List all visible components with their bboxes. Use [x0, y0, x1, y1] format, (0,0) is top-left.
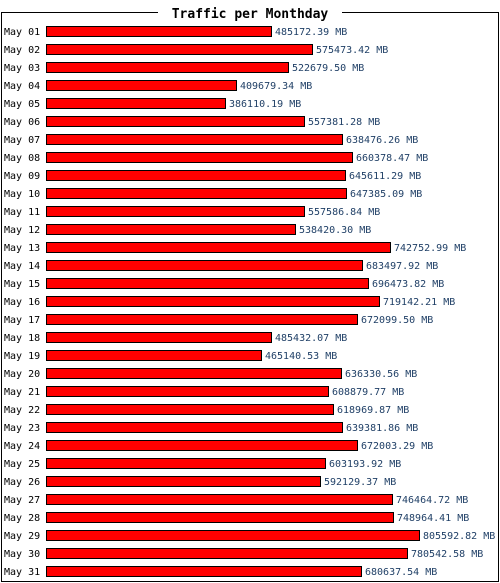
category-label: May 31	[4, 567, 40, 578]
bar	[46, 440, 358, 451]
bar	[46, 188, 347, 199]
category-label: May 29	[4, 531, 40, 542]
category-label: May 15	[4, 279, 40, 290]
bar	[46, 62, 289, 73]
bar	[46, 386, 329, 397]
category-label: May 08	[4, 153, 40, 164]
category-label: May 18	[4, 333, 40, 344]
category-label: May 03	[4, 63, 40, 74]
bar	[46, 278, 369, 289]
bar	[46, 350, 262, 361]
value-label: 742752.99 MB	[394, 243, 466, 254]
value-label: 660378.47 MB	[356, 153, 428, 164]
chart-title: Traffic per Monthday	[172, 7, 329, 22]
category-label: May 23	[4, 423, 40, 434]
value-label: 465140.53 MB	[265, 351, 337, 362]
category-label: May 13	[4, 243, 40, 254]
category-label: May 02	[4, 45, 40, 56]
bar	[46, 530, 420, 541]
value-label: 683497.92 MB	[366, 261, 438, 272]
bar	[46, 116, 305, 127]
value-label: 638476.26 MB	[346, 135, 418, 146]
value-label: 639381.86 MB	[346, 423, 418, 434]
category-label: May 26	[4, 477, 40, 488]
category-label: May 07	[4, 135, 40, 146]
category-label: May 21	[4, 387, 40, 398]
category-label: May 19	[4, 351, 40, 362]
category-label: May 11	[4, 207, 40, 218]
value-label: 805592.82 MB	[423, 531, 495, 542]
value-label: 780542.58 MB	[411, 549, 483, 560]
bar	[46, 296, 380, 307]
value-label: 647385.09 MB	[350, 189, 422, 200]
bar	[46, 242, 391, 253]
value-label: 696473.82 MB	[372, 279, 444, 290]
bar	[46, 224, 296, 235]
bar	[46, 80, 237, 91]
value-label: 522679.50 MB	[292, 63, 364, 74]
category-label: May 20	[4, 369, 40, 380]
bars-group: May 01 485172.39 MB May 02 575473.42 MB May …	[4, 26, 495, 578]
value-label: 485432.07 MB	[275, 333, 347, 344]
category-label: May 25	[4, 459, 40, 470]
category-label: May 28	[4, 513, 40, 524]
title-background	[158, 4, 342, 22]
category-label: May 24	[4, 441, 40, 452]
value-label: 672003.29 MB	[361, 441, 433, 452]
value-label: 636330.56 MB	[345, 369, 417, 380]
value-label: 557381.28 MB	[308, 117, 380, 128]
value-label: 409679.34 MB	[240, 81, 312, 92]
value-label: 746464.72 MB	[396, 495, 468, 506]
category-label: May 06	[4, 117, 40, 128]
value-label: 575473.42 MB	[316, 45, 388, 56]
bar	[46, 260, 363, 271]
bar	[46, 170, 346, 181]
value-label: 672099.50 MB	[361, 315, 433, 326]
value-label: 557586.84 MB	[308, 207, 380, 218]
category-label: May 10	[4, 189, 40, 200]
value-label: 680637.54 MB	[365, 567, 437, 578]
category-label: May 27	[4, 495, 40, 506]
value-label: 538420.30 MB	[299, 225, 371, 236]
value-label: 592129.37 MB	[324, 477, 396, 488]
value-label: 618969.87 MB	[337, 405, 409, 416]
category-label: May 17	[4, 315, 40, 326]
bar	[46, 332, 272, 343]
value-label: 485172.39 MB	[275, 27, 347, 38]
value-label: 608879.77 MB	[332, 387, 404, 398]
category-label: May 01	[4, 27, 40, 38]
bar	[46, 26, 272, 37]
bar	[46, 134, 343, 145]
bar	[46, 566, 362, 577]
bar	[46, 548, 408, 559]
value-label: 719142.21 MB	[383, 297, 455, 308]
bar	[46, 314, 358, 325]
bar	[46, 512, 394, 523]
category-label: May 04	[4, 81, 40, 92]
category-label: May 16	[4, 297, 40, 308]
bar	[46, 98, 226, 109]
bar	[46, 494, 393, 505]
bar	[46, 152, 353, 163]
bar	[46, 422, 343, 433]
bar	[46, 44, 313, 55]
category-label: May 22	[4, 405, 40, 416]
bar	[46, 206, 305, 217]
value-label: 386110.19 MB	[229, 99, 301, 110]
category-label: May 05	[4, 99, 40, 110]
category-label: May 30	[4, 549, 40, 560]
bar	[46, 476, 321, 487]
category-label: May 09	[4, 171, 40, 182]
value-label: 645611.29 MB	[349, 171, 421, 182]
category-label: May 14	[4, 261, 40, 272]
value-label: 603193.92 MB	[329, 459, 401, 470]
bar	[46, 368, 342, 379]
value-label: 748964.41 MB	[397, 513, 469, 524]
bar	[46, 458, 326, 469]
bar	[46, 404, 334, 415]
category-label: May 12	[4, 225, 40, 236]
